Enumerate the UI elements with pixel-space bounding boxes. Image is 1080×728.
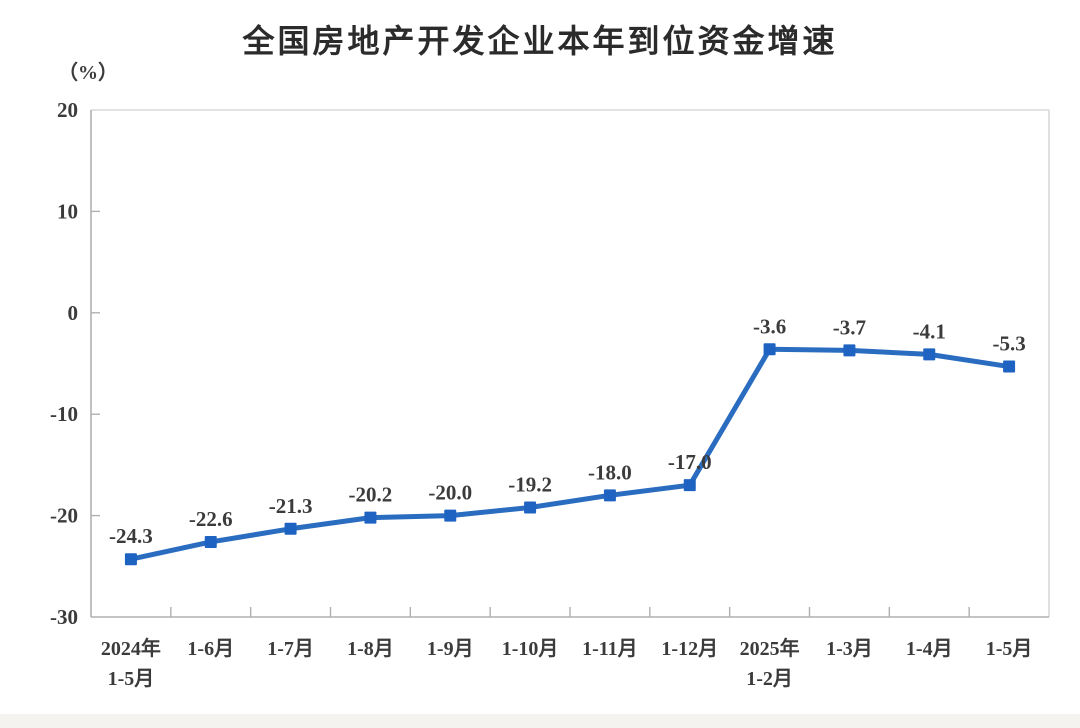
data-point-marker	[444, 509, 457, 522]
y-tick-label: 20	[57, 98, 78, 122]
data-point-marker	[364, 511, 377, 524]
x-category-label: 2024年 1-5月	[101, 636, 161, 690]
x-category-label: 1-3月	[826, 638, 873, 660]
y-tick-label: 0	[68, 301, 79, 325]
data-label: -5.3	[992, 332, 1025, 356]
data-label: -19.2	[508, 472, 552, 496]
y-tick-label: -30	[50, 605, 78, 629]
x-category-label: 1-5月	[986, 638, 1033, 660]
data-label: -18.0	[588, 460, 632, 484]
data-point-marker	[843, 344, 856, 357]
data-label: -20.0	[428, 481, 472, 505]
x-category-label: 1-4月	[906, 638, 953, 660]
data-label: -24.3	[109, 524, 153, 548]
y-tick-label: -20	[50, 504, 78, 528]
data-label: -3.7	[833, 315, 866, 339]
data-point-marker	[603, 489, 616, 502]
chart-title: 全国房地产开发企业本年到位资金增速	[242, 23, 838, 59]
data-label: -22.6	[189, 507, 233, 531]
data-point-marker	[284, 522, 297, 535]
x-category-label: 1-8月	[347, 638, 394, 660]
y-tick-label: -10	[50, 402, 78, 426]
footer-strip	[0, 714, 1080, 728]
data-point-marker	[683, 479, 696, 492]
data-point-marker	[524, 501, 537, 514]
data-point-marker	[763, 343, 776, 356]
data-point-marker	[923, 348, 936, 361]
y-tick-label: 10	[57, 199, 78, 223]
data-point-marker	[124, 553, 137, 566]
data-label: -4.1	[913, 319, 946, 343]
x-category-label: 1-6月	[187, 638, 234, 660]
x-category-label: 1-12月	[661, 638, 718, 660]
x-category-label: 1-11月	[582, 638, 638, 660]
x-category-label: 1-7月	[267, 638, 314, 660]
x-category-label: 1-10月	[502, 638, 559, 660]
data-point-marker	[1003, 360, 1016, 373]
data-label: -21.3	[269, 494, 313, 518]
data-label: -20.2	[349, 483, 393, 507]
x-category-label: 2025年 1-2月	[740, 636, 800, 690]
data-line	[128, 346, 1012, 562]
data-point-marker	[204, 535, 217, 548]
data-label: -17.0	[668, 450, 712, 474]
data-label: -3.6	[753, 314, 786, 338]
x-category-label: 1-9月	[427, 638, 474, 660]
y-axis-unit-label: （%）	[58, 62, 118, 84]
